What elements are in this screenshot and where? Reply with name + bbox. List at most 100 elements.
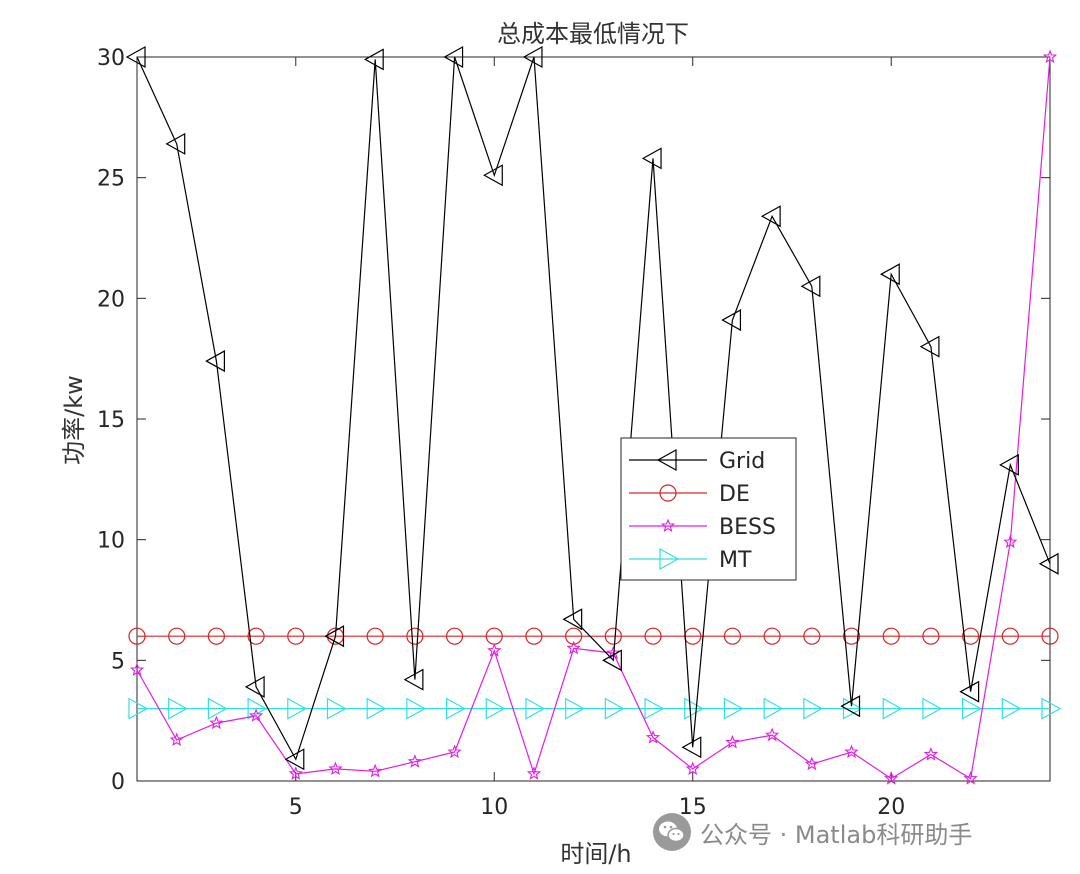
y-axis-label: 功率/kw <box>60 375 88 465</box>
y-tick-label: 25 <box>97 167 125 192</box>
data-point-grid <box>840 695 861 718</box>
data-point-de <box>445 627 464 645</box>
data-point-grid <box>999 453 1019 476</box>
y-tick-label: 0 <box>111 770 125 795</box>
data-point-grid <box>522 45 543 69</box>
y-tick-label: 5 <box>111 649 125 674</box>
data-point-de <box>366 627 384 645</box>
x-axis-label: 时间/h <box>560 840 631 868</box>
x-tick-label: 20 <box>877 795 905 820</box>
data-point-mt <box>922 697 943 720</box>
series-mt <box>128 697 1062 720</box>
data-point-grid <box>602 649 622 672</box>
watermark-text: 公众号 · Matlab科研助手 <box>700 820 973 849</box>
watermark: 公众号 · Matlab科研助手 <box>652 812 972 852</box>
data-point-bess <box>844 744 859 759</box>
data-point-grid <box>681 736 702 759</box>
data-point-de <box>406 627 424 645</box>
data-point-bess <box>328 761 343 776</box>
data-point-bess <box>129 662 145 676</box>
data-point-mt <box>326 697 347 720</box>
x-tick-label: 15 <box>679 795 707 820</box>
data-point-de <box>922 627 940 645</box>
data-point-de <box>1001 627 1019 645</box>
data-point-de <box>803 627 821 645</box>
data-point-bess <box>685 761 700 776</box>
data-point-de <box>247 627 265 645</box>
y-tick-label: 15 <box>97 408 125 433</box>
data-point-mt <box>525 697 546 720</box>
data-point-mt <box>366 697 387 720</box>
data-point-grid <box>443 45 464 69</box>
series-bess <box>129 49 1058 785</box>
data-point-bess <box>1003 534 1018 549</box>
data-point-mt <box>485 697 506 720</box>
data-point-grid <box>919 335 940 358</box>
data-point-grid <box>284 748 305 771</box>
data-point-de <box>842 627 861 645</box>
data-point-de <box>723 627 742 645</box>
data-point-grid <box>800 275 821 298</box>
data-point-grid <box>165 132 186 155</box>
legend-label-de: DE <box>719 482 750 507</box>
series-line-grid <box>136 56 1051 761</box>
data-point-bess <box>447 744 462 759</box>
data-point-mt <box>207 697 228 720</box>
data-point-bess <box>487 643 502 657</box>
data-point-bess <box>1042 49 1058 64</box>
data-point-grid <box>760 205 781 228</box>
data-point-mt <box>604 697 625 720</box>
data-point-mt <box>644 697 665 720</box>
chart-title: 总成本最低情况下 <box>497 20 689 48</box>
series-line-bess <box>136 56 1051 780</box>
y-tick-label: 10 <box>97 529 125 554</box>
legend-label-bess: BESS <box>719 515 776 540</box>
data-point-grid <box>125 45 146 69</box>
data-point-mt <box>1041 697 1062 720</box>
series-grid <box>125 45 1059 771</box>
data-point-de <box>485 627 503 645</box>
data-point-de <box>565 627 583 645</box>
data-point-grid <box>324 625 345 648</box>
data-point-grid <box>483 164 503 187</box>
data-point-mt <box>1001 697 1022 720</box>
data-point-grid <box>244 675 265 698</box>
data-point-bess <box>248 708 264 722</box>
data-point-mt <box>445 697 466 720</box>
data-point-de <box>525 627 543 645</box>
y-tick-label: 20 <box>97 287 125 312</box>
data-point-de <box>207 627 225 645</box>
data-point-bess <box>764 727 780 742</box>
data-point-mt <box>168 697 188 720</box>
series-layer <box>125 45 1062 785</box>
series-de <box>128 627 1059 645</box>
x-tick-label: 10 <box>480 795 508 820</box>
data-point-mt <box>684 697 704 720</box>
y-tick-label: 30 <box>97 46 125 71</box>
data-point-de <box>168 627 186 645</box>
y-axis-ticks: 0 5 10 15 20 25 30 <box>97 46 1050 795</box>
data-point-mt <box>803 697 824 720</box>
data-point-bess <box>169 732 184 746</box>
data-point-bess <box>566 640 581 655</box>
data-point-mt <box>882 697 903 720</box>
data-point-de <box>604 627 622 645</box>
legend-label-mt: MT <box>719 548 752 573</box>
data-point-grid <box>959 680 980 703</box>
data-point-grid <box>1038 552 1059 575</box>
data-point-grid <box>363 48 384 71</box>
legend-marker-grid <box>656 448 677 472</box>
data-point-mt <box>128 697 149 720</box>
data-point-bess <box>526 766 542 780</box>
data-point-bess <box>804 756 819 771</box>
data-point-grid <box>403 668 424 691</box>
data-point-bess <box>407 754 423 768</box>
data-point-bess <box>288 766 303 780</box>
data-point-grid <box>641 147 662 170</box>
legend-label-grid: Grid <box>719 449 765 474</box>
legend: Grid DE BESS MT <box>620 437 797 581</box>
legend-marker-bess <box>660 518 676 533</box>
data-point-bess <box>209 715 224 730</box>
data-point-mt <box>287 697 308 720</box>
